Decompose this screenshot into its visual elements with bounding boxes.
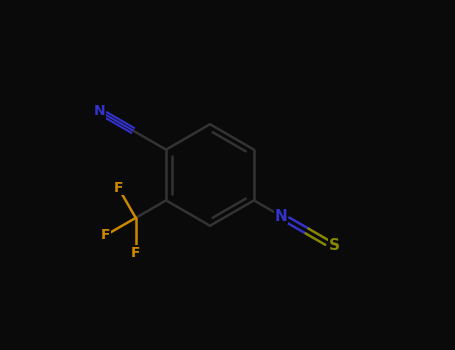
Text: F: F xyxy=(113,181,123,195)
Text: N: N xyxy=(275,209,288,224)
Text: S: S xyxy=(329,238,340,253)
Text: F: F xyxy=(101,229,110,243)
Text: F: F xyxy=(131,246,141,260)
Text: N: N xyxy=(94,104,106,118)
